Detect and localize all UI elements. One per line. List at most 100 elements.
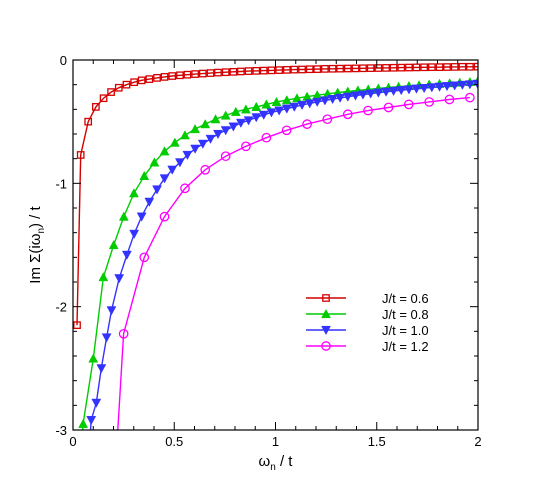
data-point <box>130 78 139 87</box>
data-point <box>464 80 475 90</box>
data-point <box>404 85 414 95</box>
data-point <box>139 170 150 181</box>
data-point <box>374 64 383 72</box>
data-point <box>122 80 131 89</box>
data-point <box>412 63 421 72</box>
data-point <box>220 126 231 136</box>
data-point <box>114 83 123 92</box>
data-point <box>434 82 445 92</box>
data-point <box>237 67 245 76</box>
series-layer <box>73 62 478 430</box>
legend-item-1: J/t = 0.6 <box>306 291 429 306</box>
data-point <box>381 87 391 97</box>
data-point <box>108 239 119 250</box>
data-point <box>281 125 292 136</box>
data-point <box>159 174 170 184</box>
legend-item-3: J/t = 1.0 <box>306 323 429 338</box>
data-point <box>180 183 190 194</box>
data-point <box>271 96 282 107</box>
data-point <box>258 110 269 120</box>
data-point <box>73 321 81 330</box>
data-point <box>322 114 333 125</box>
x-tick-label: 1 <box>272 434 279 449</box>
data-point <box>198 69 207 78</box>
data-point <box>159 146 170 156</box>
x-tick-label: 0.5 <box>165 434 183 449</box>
legend-label: J/t = 1.0 <box>382 323 429 338</box>
data-point <box>397 63 406 72</box>
data-point <box>98 272 109 282</box>
data-point <box>160 73 169 81</box>
data-point <box>149 157 160 167</box>
data-point <box>328 64 337 73</box>
y-tick-label: -1 <box>55 176 67 191</box>
y-tick-label: 0 <box>60 53 67 68</box>
data-point <box>336 64 344 73</box>
data-point <box>78 418 89 428</box>
data-point <box>106 306 117 316</box>
data-point <box>190 124 201 134</box>
data-point <box>388 86 399 96</box>
data-point <box>183 70 192 79</box>
data-point <box>84 117 93 126</box>
data-point <box>241 104 251 114</box>
data-point <box>274 106 285 116</box>
data-point <box>136 212 147 222</box>
x-axis-title: ωn / t <box>259 453 294 473</box>
data-point <box>342 92 353 102</box>
data-point <box>373 88 384 98</box>
data-point <box>275 66 283 74</box>
data-point <box>266 108 277 118</box>
data-point <box>213 129 223 140</box>
data-point <box>411 84 422 94</box>
series-line <box>81 80 478 430</box>
legend-item-4: J/t = 1.2 <box>306 339 429 354</box>
series-4 <box>117 92 475 430</box>
data-point <box>137 76 146 85</box>
data-point <box>420 63 428 72</box>
data-point <box>313 65 322 73</box>
data-point <box>244 67 253 75</box>
series-line <box>89 83 478 430</box>
data-point <box>176 71 184 80</box>
series-1 <box>73 62 478 330</box>
data-point <box>382 64 390 72</box>
data-point <box>129 188 139 198</box>
data-point <box>458 62 467 71</box>
data-point <box>129 229 140 239</box>
data-point <box>228 122 239 132</box>
data-point <box>405 63 413 72</box>
data-point <box>449 81 460 91</box>
data-point <box>442 82 452 92</box>
data-point <box>91 398 102 408</box>
data-point <box>252 67 261 75</box>
data-point <box>305 65 314 74</box>
data-point <box>121 250 132 260</box>
data-point <box>235 118 246 128</box>
data-point <box>96 364 107 374</box>
data-point <box>366 64 375 72</box>
legend-marker <box>322 294 330 302</box>
data-point <box>444 94 455 105</box>
data-point <box>261 132 272 143</box>
data-point <box>298 65 306 74</box>
data-point <box>302 119 312 129</box>
data-point <box>465 92 475 103</box>
data-point <box>319 96 330 106</box>
legend-marker <box>321 341 331 351</box>
data-point <box>86 416 97 426</box>
data-point <box>419 84 430 94</box>
data-point <box>350 91 361 101</box>
data-point <box>200 164 211 175</box>
data-point <box>210 114 221 124</box>
data-point <box>304 99 315 109</box>
data-point <box>297 100 307 111</box>
data-point <box>435 63 444 72</box>
legend-item-2: J/t = 0.8 <box>306 307 429 322</box>
data-point <box>457 80 468 90</box>
data-point <box>118 328 129 339</box>
plot-frame <box>72 59 479 431</box>
data-point <box>230 106 241 116</box>
data-point <box>342 109 353 120</box>
